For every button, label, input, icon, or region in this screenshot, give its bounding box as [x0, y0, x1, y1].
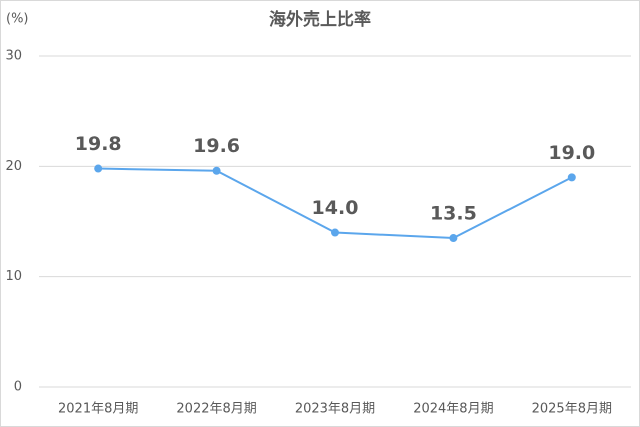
x-tick-label: 2023年8月期 — [295, 402, 375, 417]
x-tick-label: 2021年8月期 — [58, 402, 138, 417]
data-label: 19.0 — [548, 142, 595, 164]
chart-title: 海外売上比率 — [269, 9, 371, 30]
data-label: 13.5 — [430, 203, 477, 225]
data-label: 19.8 — [75, 133, 122, 155]
point — [567, 173, 576, 182]
y-tick-label: 30 — [5, 49, 22, 64]
data-label: 14.0 — [312, 197, 359, 219]
y-tick-label: 10 — [5, 269, 22, 284]
y-tick-label: 20 — [5, 159, 22, 174]
point — [94, 164, 103, 173]
y-axis-label: (%) — [6, 12, 29, 27]
y-tick-label: 0 — [14, 380, 22, 395]
point — [212, 166, 221, 175]
point — [449, 234, 458, 243]
x-tick-label: 2025年8月期 — [532, 402, 612, 417]
x-tick-label: 2022年8月期 — [176, 402, 256, 417]
x-tick-label: 2024年8月期 — [413, 402, 493, 417]
data-label: 19.6 — [193, 135, 240, 157]
point — [331, 228, 339, 237]
